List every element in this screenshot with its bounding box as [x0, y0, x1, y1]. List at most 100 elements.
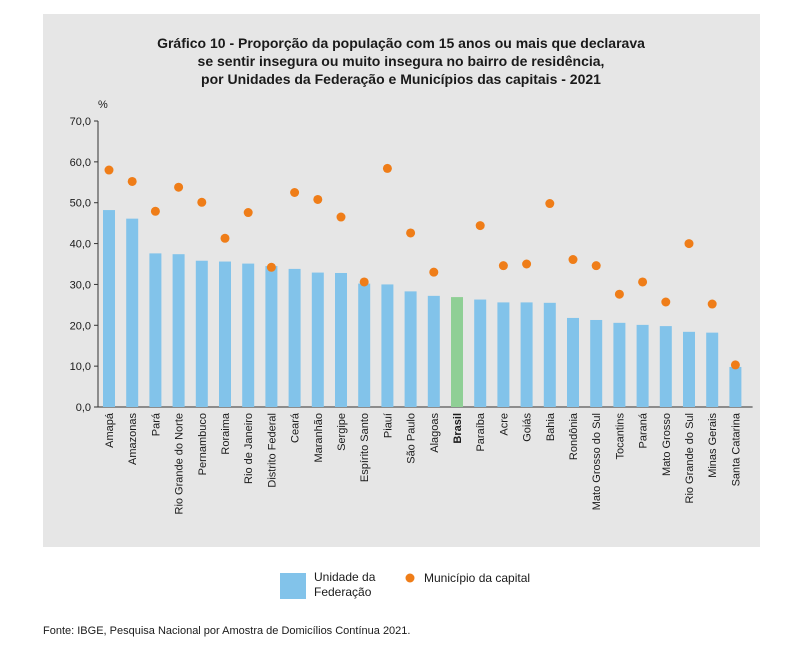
bar [242, 263, 255, 407]
chart-panel: Gráfico 10 - Proporção da população com … [43, 14, 760, 547]
legend: Unidade da Federação Município da capita… [280, 570, 530, 599]
chart-title-line: Gráfico 10 - Proporção da população com … [157, 35, 645, 51]
bar [335, 272, 347, 407]
bar-series [103, 210, 742, 407]
capital-dot [127, 176, 137, 186]
x-tick-label: Alagoas [429, 413, 441, 453]
capital-dot [104, 165, 114, 175]
y-tick-label: 10,0 [70, 361, 91, 373]
capital-dot [684, 239, 694, 249]
capital-dot [730, 360, 740, 370]
capital-dot [174, 182, 184, 192]
y-tick-label: 0,0 [76, 402, 91, 414]
capital-dot [406, 228, 416, 238]
y-axis-unit: % [98, 99, 108, 111]
capital-dot [614, 289, 624, 299]
x-tick-label: Goiás [522, 413, 534, 442]
x-axis-labels: Amapá Amazonas Pará Rio Grande do Norte Pern… [104, 412, 742, 514]
x-tick-label: Piauí [382, 413, 394, 438]
x-tick-label: Sergipe [336, 413, 348, 451]
capital-dot [220, 233, 230, 243]
capital-dot [359, 277, 369, 287]
x-tick-label: Acre [498, 413, 510, 436]
y-tick-label: 50,0 [70, 198, 91, 210]
legend-dot-swatch [405, 573, 415, 583]
x-tick-label: Espírito Santo [359, 413, 371, 482]
bar [265, 266, 278, 407]
capital-dot [661, 297, 671, 307]
bar [497, 302, 510, 407]
bar [706, 332, 719, 407]
capital-dot [290, 188, 300, 197]
y-tick-label: 20,0 [70, 320, 91, 332]
y-tick-label: 40,0 [70, 239, 91, 251]
x-tick-label: Maranhão [313, 413, 325, 463]
x-tick-label: Santa Catarina [730, 412, 742, 486]
x-tick-label: Pará [150, 412, 162, 436]
bar [474, 299, 487, 407]
x-tick-label: Rio Grande do Norte [174, 413, 186, 515]
capital-dot [382, 163, 392, 173]
bar [613, 322, 626, 407]
bar [636, 324, 649, 407]
bar [729, 366, 742, 407]
capital-dot [545, 199, 555, 209]
x-tick-label: Rio Grande do Sul [684, 413, 696, 504]
capital-dot [336, 212, 346, 222]
bar [520, 302, 533, 407]
bar [195, 260, 208, 407]
bar [451, 297, 463, 407]
chart-title-line: por Unidades da Federação e Municípios d… [201, 71, 601, 87]
capital-dot [266, 262, 276, 272]
y-tick-label: 30,0 [70, 279, 91, 291]
bar [358, 283, 371, 407]
chart-svg: Gráfico 10 - Proporção da população com … [70, 35, 753, 515]
bar [311, 272, 324, 407]
x-tick-label: Minas Gerais [707, 413, 719, 478]
y-tick-label: 70,0 [70, 116, 91, 128]
bar [683, 331, 695, 407]
capital-dot [475, 221, 485, 231]
x-tick-label: Rio de Janeiro [243, 413, 255, 484]
y-tick-label: 60,0 [70, 157, 91, 169]
capital-dot [522, 259, 532, 269]
capital-dot [591, 261, 601, 271]
legend-bar-label-line1: Unidade da [314, 570, 376, 584]
x-tick-label: São Paulo [406, 413, 418, 464]
bar [404, 291, 417, 407]
y-axis: 0,0 10,0 20,0 30,0 40,0 50,0 60,0 70,0 [70, 116, 98, 414]
bar [288, 268, 301, 407]
legend-dot-label: Município da capital [424, 571, 530, 585]
bar [219, 261, 231, 407]
x-tick-label: Mato Grosso do Sul [591, 413, 603, 510]
bar [149, 253, 162, 407]
dot-series [104, 163, 740, 370]
x-tick-label: Amazonas [127, 413, 139, 465]
capital-dot [707, 299, 717, 309]
capital-dot [638, 277, 648, 287]
bar [381, 284, 394, 407]
capital-dot [429, 267, 439, 277]
capital-dot [498, 261, 508, 271]
bar [103, 210, 115, 407]
legend-bar-swatch [280, 573, 306, 599]
bar [659, 326, 672, 407]
capital-dot [313, 194, 323, 204]
bar [126, 218, 139, 407]
bar [427, 295, 440, 407]
capital-dot [243, 208, 253, 218]
x-tick-label: Pernambuco [197, 413, 209, 475]
x-tick-label: Ceará [290, 412, 302, 443]
x-tick-label: Brasil [452, 413, 464, 444]
capital-dot [197, 197, 207, 207]
bar [172, 254, 185, 407]
bar [590, 319, 603, 407]
x-tick-label: Paraná [638, 412, 650, 448]
source-note: Fonte: IBGE, Pesquisa Nacional por Amost… [43, 625, 411, 637]
x-tick-label: Roraima [220, 412, 232, 454]
x-tick-label: Paraíba [475, 412, 487, 451]
capital-dot [150, 206, 160, 216]
capital-dot [568, 255, 578, 265]
chart-title: Gráfico 10 - Proporção da população com … [157, 35, 645, 87]
x-tick-label: Rondônia [568, 412, 580, 460]
